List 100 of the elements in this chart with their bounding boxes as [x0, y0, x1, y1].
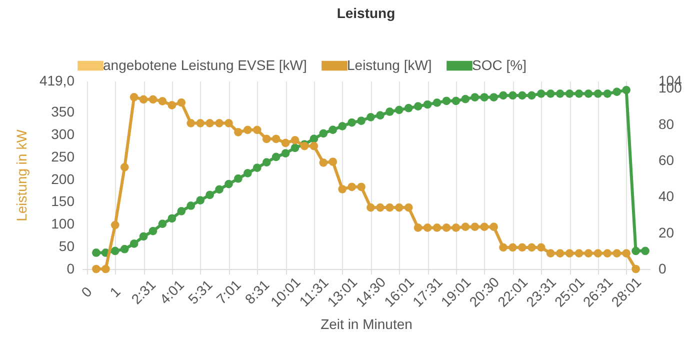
- y-tick-label: 350: [51, 103, 75, 120]
- point: [499, 243, 508, 252]
- point: [556, 89, 564, 98]
- point: [338, 122, 347, 130]
- point: [177, 206, 186, 216]
- point: [148, 95, 158, 104]
- point: [252, 164, 262, 172]
- point: [92, 248, 100, 257]
- point: [338, 184, 347, 194]
- y-axis-title: Leistung in kW: [13, 128, 30, 222]
- point: [452, 224, 460, 232]
- point: [262, 158, 271, 167]
- chart-title: Leistung: [336, 5, 396, 21]
- point: [574, 89, 584, 98]
- point: [480, 93, 489, 102]
- point: [574, 249, 584, 258]
- point: [224, 119, 233, 128]
- point: [470, 222, 480, 231]
- y2-tick-label: 80: [658, 116, 674, 132]
- point: [110, 220, 120, 230]
- point: [632, 264, 640, 274]
- point: [527, 91, 536, 100]
- point: [168, 101, 176, 110]
- point: [508, 243, 517, 252]
- point: [186, 202, 196, 210]
- point: [518, 91, 526, 100]
- point: [158, 220, 167, 228]
- x-axis-title: Zeit in Minuten: [320, 316, 412, 332]
- point: [243, 169, 252, 178]
- y2-tick-label: 60: [658, 152, 674, 168]
- point: [206, 119, 214, 128]
- point: [158, 97, 167, 106]
- point: [366, 112, 375, 122]
- point: [120, 162, 129, 172]
- point: [262, 134, 271, 144]
- x-tick-label: 2:31: [128, 276, 159, 308]
- point: [432, 98, 442, 107]
- point: [584, 89, 593, 98]
- point: [272, 152, 280, 162]
- point: [366, 203, 375, 212]
- point: [594, 89, 602, 98]
- point: [234, 174, 242, 183]
- point: [177, 98, 186, 107]
- point: [594, 249, 602, 258]
- point: [584, 249, 593, 258]
- point: [622, 86, 631, 94]
- y2-tick-label: 20: [658, 224, 674, 240]
- point: [641, 246, 650, 256]
- y2-tick-label: 40: [658, 188, 674, 204]
- point: [319, 158, 328, 167]
- point: [394, 106, 404, 114]
- point: [556, 249, 564, 258]
- point: [565, 89, 574, 98]
- point: [565, 249, 574, 258]
- point: [414, 224, 422, 232]
- point: [612, 88, 622, 96]
- x-tick-label: 5:31: [184, 276, 216, 308]
- point: [461, 222, 470, 231]
- point: [536, 243, 546, 252]
- point: [423, 224, 432, 232]
- point: [92, 264, 100, 274]
- point: [168, 214, 176, 223]
- x-tick-label: 7:01: [213, 276, 244, 308]
- point: [310, 142, 318, 150]
- point: [186, 119, 196, 128]
- y-tick-label: 250: [51, 148, 75, 164]
- legend-label: Leistung [kW]: [347, 56, 432, 73]
- point: [243, 126, 252, 134]
- point: [612, 249, 622, 258]
- point: [357, 182, 366, 192]
- point: [414, 102, 422, 110]
- point: [536, 89, 546, 98]
- point: [546, 89, 555, 98]
- point: [470, 93, 480, 102]
- point: [527, 243, 536, 252]
- y-tick-label: 50: [58, 238, 75, 254]
- legend-label: SOC [%]: [472, 56, 526, 73]
- point: [319, 129, 328, 138]
- point: [508, 91, 517, 100]
- point: [432, 224, 442, 232]
- point: [357, 116, 366, 125]
- point: [442, 96, 451, 106]
- point: [215, 185, 224, 194]
- x-tick-label: 4:01: [156, 276, 188, 308]
- point: [385, 108, 394, 116]
- point: [499, 91, 508, 100]
- point: [442, 224, 451, 232]
- point: [206, 190, 214, 200]
- point: [328, 126, 338, 134]
- point: [348, 118, 356, 127]
- point: [348, 182, 356, 192]
- point: [290, 144, 300, 152]
- point: [404, 203, 413, 212]
- y2-tick-label: 0: [658, 260, 666, 276]
- x-tick-label: 1: [106, 283, 124, 300]
- x-tick-label: 0: [78, 283, 96, 300]
- y-tick-label: 0: [66, 260, 75, 276]
- point: [196, 196, 205, 204]
- point: [215, 119, 224, 128]
- point: [480, 222, 489, 231]
